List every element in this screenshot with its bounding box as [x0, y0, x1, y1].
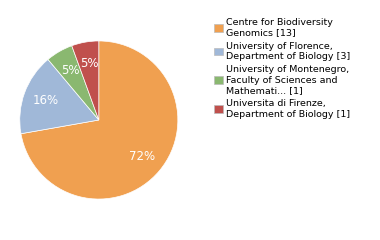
- Text: 16%: 16%: [32, 94, 59, 107]
- Wedge shape: [48, 46, 99, 120]
- Wedge shape: [20, 60, 99, 134]
- Wedge shape: [72, 41, 99, 120]
- Wedge shape: [21, 41, 178, 199]
- Text: 5%: 5%: [61, 64, 79, 77]
- Text: 72%: 72%: [129, 150, 155, 163]
- Legend: Centre for Biodiversity
Genomics [13], University of Florence,
Department of Bio: Centre for Biodiversity Genomics [13], U…: [212, 16, 353, 120]
- Text: 5%: 5%: [80, 57, 98, 71]
